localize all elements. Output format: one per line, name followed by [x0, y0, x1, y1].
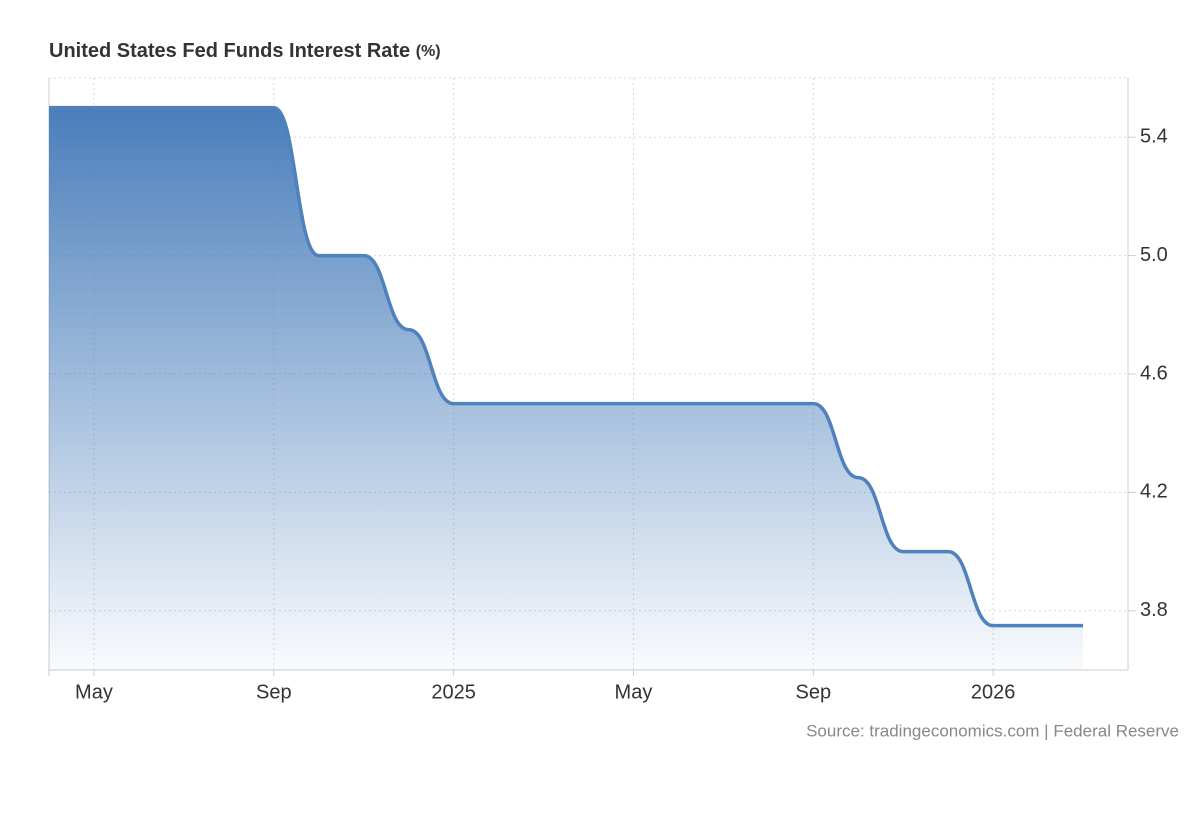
- x-tick-label: 2025: [431, 681, 476, 703]
- y-tick-label: 5.4: [1140, 125, 1168, 147]
- area: [49, 107, 1084, 671]
- y-tick-label: 4.2: [1140, 481, 1168, 503]
- x-tick-label: Sep: [795, 681, 831, 703]
- unit: (%): [416, 43, 441, 60]
- line: [49, 105, 1084, 628]
- x-tick-label: May: [75, 681, 113, 703]
- source: Source: tradingeconomics.com | Federal R…: [806, 721, 1179, 740]
- title-text: United States Fed Funds Interest Rate: [49, 40, 410, 62]
- chart-title: United States Fed Funds Interest Rate (%…: [49, 40, 441, 62]
- x-tick-label: May: [615, 681, 653, 703]
- x-tick-label: 2026: [971, 681, 1016, 703]
- y-tick-label: 4.6: [1140, 362, 1168, 384]
- x-tick-label: Sep: [256, 681, 292, 703]
- y-tick-label: 3.8: [1140, 599, 1168, 621]
- y-tick-label: 5.0: [1140, 244, 1168, 266]
